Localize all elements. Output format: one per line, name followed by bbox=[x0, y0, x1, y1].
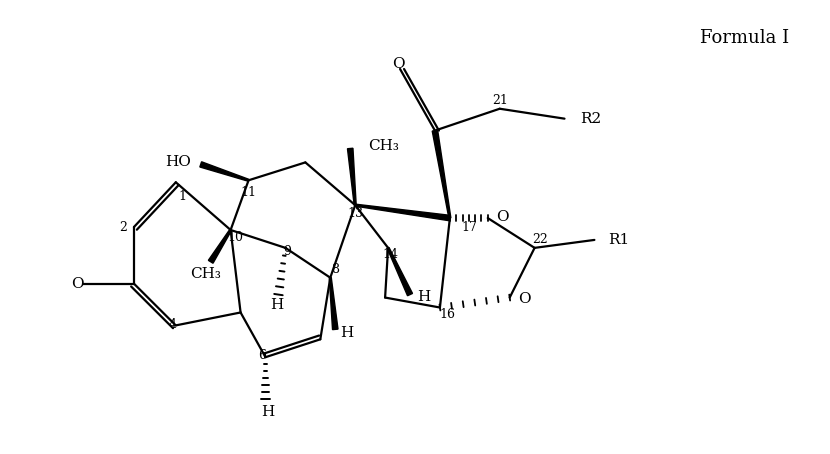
Polygon shape bbox=[208, 229, 232, 263]
Text: 16: 16 bbox=[440, 308, 456, 321]
Text: 9: 9 bbox=[284, 245, 291, 258]
Text: 4: 4 bbox=[168, 318, 177, 331]
Polygon shape bbox=[330, 277, 338, 330]
Polygon shape bbox=[387, 247, 413, 296]
Polygon shape bbox=[355, 204, 450, 221]
Text: R2: R2 bbox=[580, 112, 602, 126]
Text: HO: HO bbox=[165, 155, 191, 169]
Text: O: O bbox=[392, 57, 404, 71]
Text: CH₃: CH₃ bbox=[190, 266, 221, 281]
Text: 11: 11 bbox=[241, 186, 256, 199]
Text: R1: R1 bbox=[608, 233, 630, 247]
Text: 8: 8 bbox=[331, 263, 339, 276]
Text: CH₃: CH₃ bbox=[369, 138, 399, 153]
Polygon shape bbox=[200, 162, 249, 181]
Text: 14: 14 bbox=[382, 248, 398, 262]
Text: O: O bbox=[496, 210, 508, 224]
Text: H: H bbox=[261, 405, 274, 419]
Text: 17: 17 bbox=[461, 222, 478, 235]
Text: 6: 6 bbox=[258, 349, 266, 362]
Polygon shape bbox=[348, 148, 356, 205]
Text: 13: 13 bbox=[347, 207, 364, 220]
Text: H: H bbox=[417, 290, 431, 304]
Text: 21: 21 bbox=[492, 94, 508, 107]
Text: 1: 1 bbox=[178, 190, 187, 202]
Text: 22: 22 bbox=[532, 233, 548, 247]
Text: H: H bbox=[270, 297, 283, 311]
Text: 10: 10 bbox=[227, 232, 243, 244]
Text: O: O bbox=[71, 276, 84, 291]
Text: O: O bbox=[518, 291, 530, 306]
Text: H: H bbox=[340, 326, 354, 340]
Text: 2: 2 bbox=[119, 222, 127, 235]
Polygon shape bbox=[432, 130, 451, 218]
Text: Formula I: Formula I bbox=[700, 29, 788, 47]
